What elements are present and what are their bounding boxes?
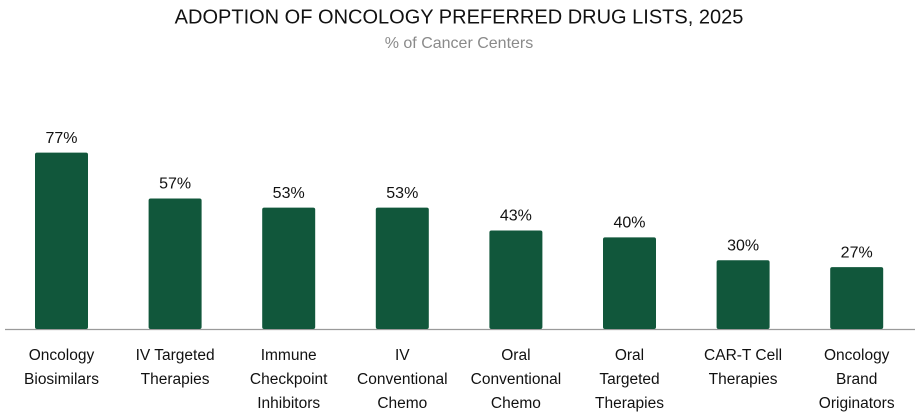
- value-label: 57%: [159, 176, 191, 193]
- x-tick-label: IV: [395, 347, 410, 364]
- x-tick-label: Biosimilars: [24, 371, 99, 388]
- x-tick-label: Therapies: [709, 371, 778, 388]
- x-tick-label: Therapies: [595, 395, 664, 412]
- x-tick-label: Oral: [501, 347, 530, 364]
- x-tick-label: Brand: [836, 371, 877, 388]
- value-label: 40%: [613, 215, 645, 232]
- x-tick-label: Checkpoint: [250, 371, 328, 388]
- bar: [489, 230, 543, 329]
- x-tick-label: Oncology: [824, 347, 890, 364]
- value-label: 77%: [45, 130, 77, 147]
- x-tick-label: Chemo: [377, 395, 427, 412]
- bar: [35, 152, 88, 329]
- x-tick-label: Conventional: [357, 371, 447, 388]
- x-tick-label: Originators: [819, 395, 895, 412]
- x-tick-label: Oral: [615, 347, 644, 364]
- x-tick-label: Targeted: [599, 371, 659, 388]
- chart-title: ADOPTION OF ONCOLOGY PREFERRED DRUG LIST…: [175, 6, 744, 28]
- value-label: 53%: [273, 185, 305, 202]
- x-tick-label: Conventional: [471, 371, 561, 388]
- value-label: 43%: [500, 208, 532, 225]
- bar: [148, 198, 202, 329]
- value-label: 53%: [386, 185, 418, 202]
- chart-subtitle: % of Cancer Centers: [385, 35, 534, 52]
- bar: [375, 207, 429, 329]
- x-tick-label: Inhibitors: [257, 395, 320, 412]
- bar: [830, 267, 884, 329]
- bar: [716, 260, 770, 329]
- value-label: 30%: [727, 238, 759, 255]
- value-label: 27%: [841, 244, 873, 261]
- x-tick-label: Immune: [261, 347, 317, 364]
- x-tick-label: Therapies: [141, 371, 210, 388]
- x-tick-label: Chemo: [491, 395, 541, 412]
- bar: [262, 207, 316, 329]
- x-tick-label: IV Targeted: [136, 347, 215, 364]
- x-tick-label: Oncology: [29, 347, 95, 364]
- bar: [603, 237, 656, 329]
- x-tick-label: CAR-T Cell: [704, 347, 782, 364]
